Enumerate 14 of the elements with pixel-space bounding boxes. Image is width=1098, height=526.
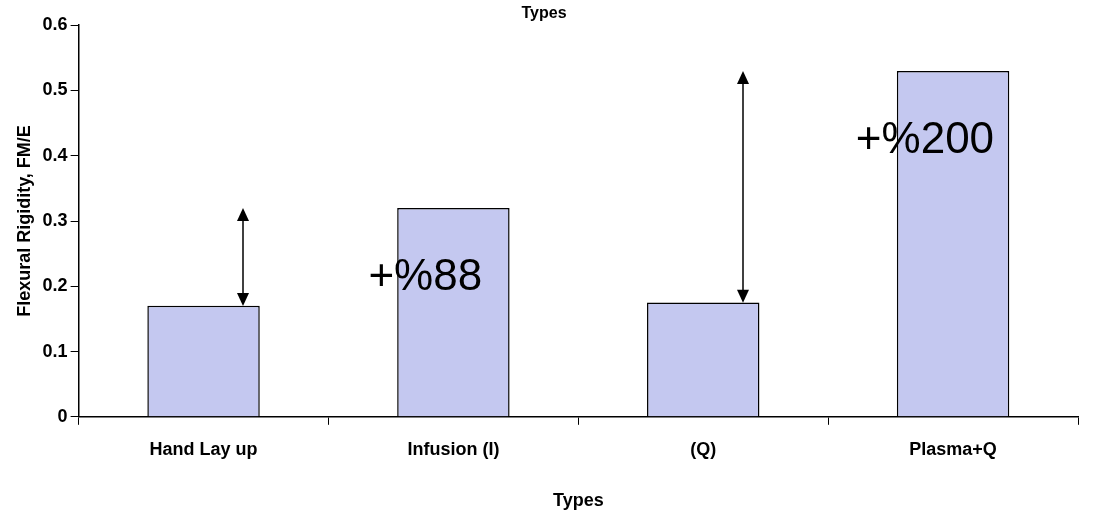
x-axis-title: Types <box>552 490 604 511</box>
x-tick-label: Hand Lay up <box>149 438 258 459</box>
y-tick-label: 0.6 <box>42 14 68 35</box>
y-tick-label: 0.1 <box>42 340 68 361</box>
y-tick-label: 0.4 <box>42 144 68 165</box>
y-axis-title: Flexural Rigidity, FM/E <box>13 125 34 317</box>
chart-title: Types <box>521 4 567 22</box>
y-tick-label: 0.3 <box>42 209 68 230</box>
y-tick-label: 0.5 <box>42 79 68 100</box>
y-tick-label: 0 <box>57 405 68 426</box>
y-tick-label: 0.2 <box>42 275 68 296</box>
x-tick-label: (Q) <box>690 438 717 459</box>
x-tick-label: Infusion (I) <box>407 438 500 459</box>
x-tick-label: Plasma+Q <box>909 438 997 459</box>
